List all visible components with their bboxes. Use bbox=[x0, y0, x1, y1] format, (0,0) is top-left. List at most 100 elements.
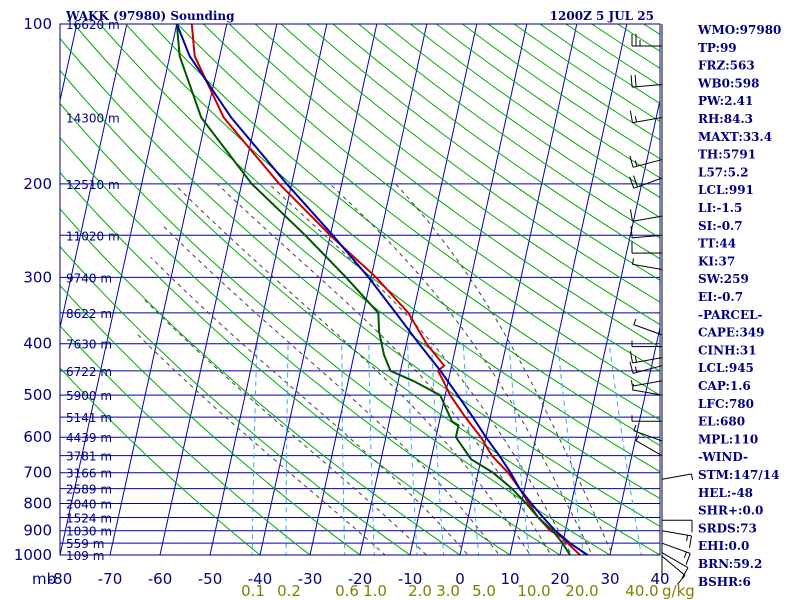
dry-adiabat bbox=[125, 24, 660, 447]
dry-adiabat bbox=[176, 24, 660, 396]
temperature-tick-label: -40 bbox=[248, 570, 273, 588]
height-label: 2040 m bbox=[66, 498, 112, 512]
wind-barb bbox=[661, 552, 689, 579]
pressure-tick-label: 100 bbox=[23, 15, 52, 33]
index-entry: TT:44 bbox=[698, 237, 736, 251]
temperature-tick-label: -20 bbox=[348, 570, 373, 588]
mixing-ratio-line bbox=[368, 343, 375, 555]
index-entry: KI:37 bbox=[698, 254, 735, 268]
wind-barb bbox=[629, 361, 663, 374]
temperature-tick-label: 20 bbox=[550, 570, 569, 588]
wind-barb bbox=[661, 473, 694, 480]
mixing-ratio-line bbox=[608, 343, 642, 555]
temperature-tick-label: -80 bbox=[48, 570, 73, 588]
wind-barb bbox=[661, 555, 686, 585]
mixing-ratio-line bbox=[407, 343, 418, 555]
plot-frame bbox=[59, 23, 661, 556]
index-entry: LCL:945 bbox=[698, 361, 754, 375]
moist-adiabat bbox=[143, 298, 428, 555]
height-label: 2589 m bbox=[66, 483, 112, 497]
pressure-tick-label: 1000 bbox=[14, 546, 52, 564]
height-label: 1524 m bbox=[66, 512, 112, 526]
wind-barb bbox=[631, 34, 663, 47]
index-entry: LFC:780 bbox=[698, 397, 754, 411]
height-label: 6722 m bbox=[66, 365, 112, 379]
isotherm bbox=[359, 24, 478, 555]
index-entry: HEL:-48 bbox=[698, 486, 753, 500]
index-entry: CAP:1.6 bbox=[698, 379, 751, 393]
dry-adiabat bbox=[150, 24, 660, 421]
mixing-ratio-labels: 0.1 0.2 0.6 1.0 2.0 3.0 5.0 10.0 20.0 40.0 g/kg bbox=[241, 582, 695, 600]
temperature-tick-label: 10 bbox=[500, 570, 519, 588]
index-entry: -WIND- bbox=[698, 450, 748, 464]
index-entry: STM:147/14 bbox=[698, 468, 779, 482]
dry-adiabat bbox=[60, 284, 361, 555]
pressure-axis-labels: 100 200 300 400 500 600 700 800 900 1000 bbox=[14, 15, 52, 564]
wind-barb bbox=[632, 383, 663, 396]
height-label: 3166 m bbox=[66, 467, 112, 481]
index-entry: -PARCEL- bbox=[698, 308, 763, 322]
height-label: 5900 m bbox=[66, 389, 112, 403]
wind-barb bbox=[635, 435, 663, 457]
index-entry: EHI:0.0 bbox=[698, 539, 749, 553]
pressure-tick-label: 400 bbox=[23, 335, 52, 353]
wind-barb bbox=[629, 351, 663, 364]
dry-adiabat bbox=[357, 24, 660, 239]
index-entry: WMO:97980 bbox=[697, 23, 781, 37]
wind-barb bbox=[630, 225, 663, 239]
mixing-ratio-label: 0.2 bbox=[277, 582, 301, 600]
mixing-ratio-line bbox=[508, 343, 530, 555]
background-grid bbox=[60, 24, 660, 555]
index-entry: TP:99 bbox=[698, 41, 737, 55]
pressure-tick-label: 200 bbox=[23, 175, 52, 193]
isotherm bbox=[60, 24, 78, 103]
index-entry: BSHR:6 bbox=[698, 575, 751, 589]
dry-adiabat bbox=[60, 69, 660, 555]
isotherm bbox=[60, 24, 128, 331]
moist-adiabat bbox=[162, 225, 500, 555]
index-entry: CINH:31 bbox=[698, 343, 757, 357]
mixing-ratio-label: 0.6 bbox=[335, 582, 359, 600]
height-label: 4439 m bbox=[66, 431, 112, 445]
wind-barb bbox=[661, 519, 693, 533]
isotherm bbox=[159, 24, 278, 555]
height-label: 1030 m bbox=[66, 525, 112, 539]
wind-barb bbox=[629, 209, 663, 222]
index-entry: BRN:59.2 bbox=[698, 557, 762, 571]
dry-adiabat bbox=[60, 325, 311, 555]
mixing-ratio-line bbox=[341, 343, 346, 555]
height-label: 3781 m bbox=[66, 450, 112, 464]
wind-barb bbox=[633, 318, 663, 336]
isotherm bbox=[309, 24, 428, 555]
index-entry: MAXT:33.4 bbox=[698, 130, 772, 144]
pressure-tick-label: 800 bbox=[23, 495, 52, 513]
pressure-tick-label: 500 bbox=[23, 386, 52, 404]
pressure-tick-label: 300 bbox=[23, 268, 52, 286]
mixing-ratio-label: 5.0 bbox=[472, 582, 496, 600]
temperature-tick-label: -70 bbox=[98, 570, 123, 588]
index-entry: LI:-1.5 bbox=[698, 201, 742, 215]
index-entry: L57:5.2 bbox=[698, 165, 748, 179]
wind-barb bbox=[633, 424, 663, 442]
height-label: 559 m bbox=[66, 537, 104, 551]
height-label: 109 m bbox=[66, 549, 104, 563]
isotherm bbox=[509, 24, 628, 555]
dewpoint-line bbox=[175, 24, 572, 555]
indices-panel: WMO:97980 TP:99 FRZ:563 WB0:598 PW:2.41 RH:84… bbox=[697, 23, 781, 589]
index-entry: FRZ:563 bbox=[698, 59, 755, 73]
mixing-ratio-unit: g/kg bbox=[662, 582, 695, 600]
temperature-tick-label: 0 bbox=[455, 570, 465, 588]
height-label: 14300 m bbox=[66, 112, 120, 126]
index-entry: SW:259 bbox=[698, 272, 749, 286]
height-label: 5141 m bbox=[66, 411, 112, 425]
isotherm bbox=[609, 325, 660, 555]
temperature-tick-label: -10 bbox=[398, 570, 423, 588]
moist-adiabat bbox=[395, 183, 614, 555]
dry-adiabat bbox=[202, 24, 660, 372]
index-entry: EL:680 bbox=[698, 415, 745, 429]
moist-adiabat bbox=[150, 256, 469, 555]
profile-lines bbox=[175, 24, 589, 555]
wind-barbs bbox=[629, 24, 694, 585]
dry-adiabat bbox=[228, 24, 660, 349]
chart-title: WAKK (97980) Sounding bbox=[65, 9, 235, 23]
